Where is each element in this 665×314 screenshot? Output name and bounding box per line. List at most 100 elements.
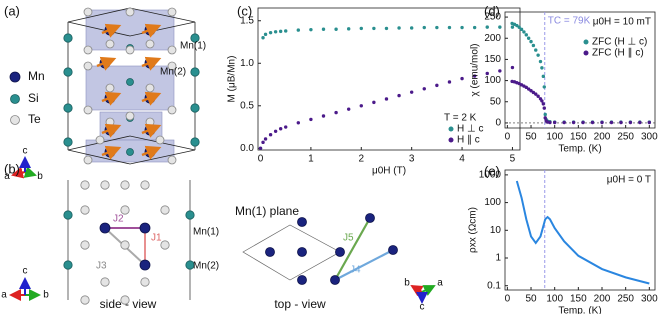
data-point xyxy=(536,53,540,57)
axis-letter: a xyxy=(1,290,7,301)
data-point xyxy=(268,132,273,137)
x-tick-label: 200 xyxy=(594,294,611,305)
data-point xyxy=(538,59,543,64)
data-point xyxy=(263,137,268,141)
data-point xyxy=(536,94,540,98)
si-atom xyxy=(63,103,73,113)
legend-label: ZFC (H ⊥ c) xyxy=(592,37,647,48)
axis-arrow xyxy=(410,284,424,297)
axis-arrow xyxy=(11,166,26,179)
y-tick-label: 10 xyxy=(490,225,502,236)
si-atom xyxy=(63,210,73,220)
data-point xyxy=(541,74,546,79)
te-atom xyxy=(80,180,90,190)
x-axis-label: Temp. (K) xyxy=(558,144,601,155)
si-atom xyxy=(126,78,134,86)
data-point xyxy=(435,83,439,88)
te-atom xyxy=(167,155,177,165)
caption: side - view xyxy=(100,297,157,311)
data-point xyxy=(498,69,502,73)
coupling-label: J3 xyxy=(96,261,107,272)
data-point xyxy=(534,92,538,96)
te-atom xyxy=(125,111,135,121)
data-point xyxy=(571,120,576,125)
data-point xyxy=(498,25,502,29)
mn-atom xyxy=(297,217,307,227)
axis-letter: b xyxy=(37,171,43,182)
data-line xyxy=(515,180,650,285)
data-point xyxy=(263,32,268,37)
te-atom xyxy=(100,277,110,287)
spin-arrow xyxy=(141,91,162,106)
data-point xyxy=(359,104,363,108)
spin-arrow xyxy=(101,123,122,138)
axis-arrow xyxy=(421,285,436,296)
te-atom xyxy=(125,45,135,55)
legend-marker xyxy=(583,50,589,56)
data-point xyxy=(296,121,301,125)
legend-label: H ⊥ c xyxy=(457,124,484,135)
si-atom xyxy=(190,137,200,147)
y-tick-label: 0.1 xyxy=(487,280,501,291)
y-tick-label: 1.5 xyxy=(240,15,254,26)
data-point xyxy=(540,66,544,70)
te-atom xyxy=(167,61,177,71)
data-point xyxy=(284,29,288,33)
data-point xyxy=(296,28,301,32)
te-atom xyxy=(140,180,150,190)
si-atom xyxy=(10,94,20,104)
data-point xyxy=(278,29,283,34)
mn-atom xyxy=(365,213,375,223)
panel-label: (d) xyxy=(484,3,500,18)
site-label: Mn(2) xyxy=(193,261,219,272)
data-point xyxy=(261,36,265,40)
data-point xyxy=(334,110,338,115)
x-tick-label: 50 xyxy=(525,294,537,305)
data-point xyxy=(334,27,338,31)
cell-edges xyxy=(67,180,191,300)
panel-label: (b) xyxy=(4,161,20,176)
data-point xyxy=(284,125,288,129)
si-atom xyxy=(63,33,73,43)
si-atom xyxy=(190,67,200,77)
data-point xyxy=(346,27,351,31)
spin-arrow xyxy=(96,56,117,71)
si-atom xyxy=(190,103,200,113)
te-atom xyxy=(145,83,155,93)
data-point xyxy=(638,120,642,125)
y-tick-label: 50 xyxy=(490,96,502,107)
data-point xyxy=(321,114,326,118)
x-tick-label: 150 xyxy=(570,132,587,143)
data-point xyxy=(422,25,426,30)
te-atom xyxy=(160,240,170,250)
te-atom xyxy=(120,180,130,190)
y-tick-label: 200 xyxy=(484,33,501,44)
structure-drawings xyxy=(9,7,436,305)
te-atom xyxy=(105,39,115,49)
data-point xyxy=(543,112,547,117)
data-point xyxy=(372,26,376,31)
x-tick-label: 2 xyxy=(359,154,365,165)
data-point xyxy=(590,120,595,125)
data-point xyxy=(524,33,528,37)
legend-label: Mn xyxy=(28,69,45,83)
data-point xyxy=(384,26,389,31)
mn-atom xyxy=(9,71,21,83)
x-tick-label: 200 xyxy=(594,132,611,143)
panel-label: (c) xyxy=(237,3,252,18)
te-atom xyxy=(120,240,130,250)
data-point xyxy=(526,87,531,91)
x-tick-label: 250 xyxy=(617,132,634,143)
coupling-label: J4 xyxy=(350,265,361,276)
axis-letter: b xyxy=(404,278,410,289)
data-point xyxy=(534,48,538,52)
spin-arrow xyxy=(141,56,162,71)
annotation: μ0H = 0 T xyxy=(607,175,651,186)
legend-marker xyxy=(448,126,454,132)
data-point xyxy=(372,100,376,105)
si-atom xyxy=(185,210,195,220)
data-point xyxy=(460,76,464,81)
y-tick-label: 250 xyxy=(484,12,501,23)
tc-label: TC = 79K xyxy=(548,16,591,27)
